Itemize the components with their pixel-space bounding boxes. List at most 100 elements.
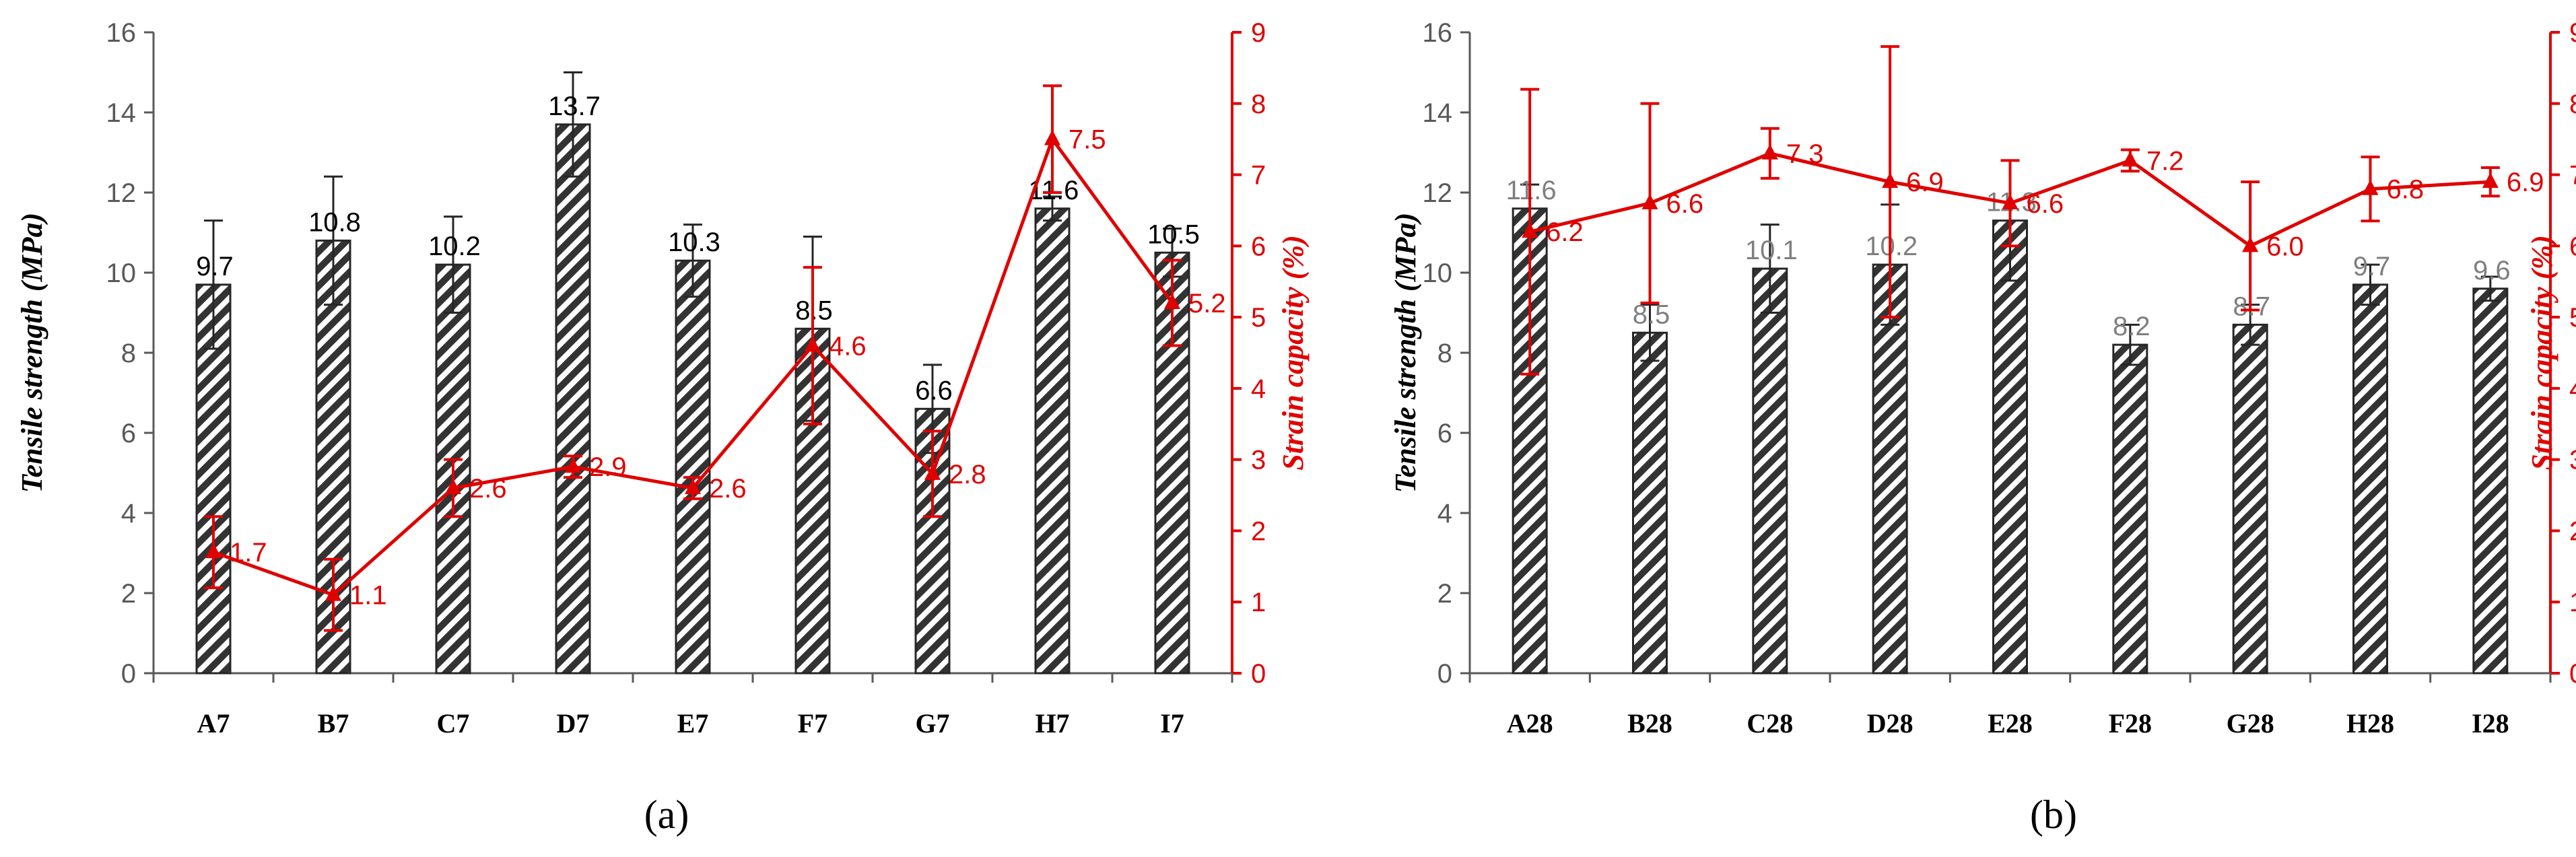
- left-tick-label: 14: [106, 98, 137, 128]
- line-value-label: 4.6: [829, 331, 867, 361]
- panel-label: (a): [644, 792, 689, 837]
- line-value-label: 2.6: [469, 474, 507, 504]
- category-label: E28: [1988, 708, 2033, 739]
- line-value-label: 6.2: [1546, 217, 1584, 247]
- bar-value-label: 10.3: [668, 228, 720, 257]
- category-label: B7: [318, 708, 349, 739]
- category-label: D7: [557, 708, 590, 739]
- right-tick-label: 1: [2569, 588, 2576, 617]
- y2-axis-title: Strain capacity (%): [1277, 235, 1310, 471]
- y2-axis-title-unit: (%): [2526, 235, 2558, 279]
- category-label: H7: [1035, 708, 1069, 739]
- category-label: G7: [915, 708, 949, 739]
- bar-value-label: 8.2: [2113, 312, 2150, 341]
- line-value-label: 7.2: [2146, 146, 2184, 176]
- left-tick-label: 10: [1423, 259, 1453, 288]
- line-marker: [1761, 143, 1778, 160]
- right-tick-label: 0: [1251, 659, 1266, 689]
- bar: [1992, 219, 2028, 675]
- bar-value-label: 8.5: [1633, 300, 1670, 329]
- left-tick-label: 4: [121, 499, 136, 528]
- left-tick-label: 12: [1423, 178, 1453, 208]
- right-tick-label: 1: [1251, 588, 1266, 617]
- line-value-label: 6.9: [2507, 168, 2544, 197]
- right-tick-label: 9: [2569, 18, 2576, 48]
- line-marker: [205, 543, 222, 559]
- category-label: C28: [1747, 708, 1793, 739]
- right-tick-label: 8: [1251, 90, 1266, 119]
- y-axis-title-unit: (MPa): [1389, 213, 1422, 292]
- line-value-label: 5.2: [1188, 289, 1226, 318]
- left-tick-label: 16: [1423, 18, 1453, 48]
- line-marker: [1522, 222, 1538, 238]
- left-tick-label: 8: [121, 339, 136, 368]
- line-value-label: 1.7: [230, 538, 267, 568]
- line-marker: [685, 478, 701, 494]
- line-marker: [2242, 236, 2259, 252]
- bar-value-label: 10.2: [428, 232, 481, 261]
- category-label: C7: [437, 708, 470, 739]
- right-tick-label: 3: [2569, 446, 2576, 475]
- bar: [1752, 267, 1788, 675]
- bar: [2232, 323, 2268, 675]
- bar: [2352, 283, 2388, 675]
- right-tick-label: 0: [2569, 659, 2576, 689]
- line-marker: [805, 336, 821, 352]
- category-label: E7: [677, 708, 709, 739]
- y2-axis-title: Strain capacity (%): [2526, 235, 2558, 471]
- line-value-label: 2.8: [949, 460, 986, 489]
- right-tick-label: 4: [1251, 374, 1266, 404]
- line-value-label: 7.5: [1069, 125, 1106, 155]
- left-tick-label: 10: [106, 259, 137, 288]
- bar-value-label: 10.1: [1745, 236, 1798, 265]
- left-tick-label: 0: [121, 659, 136, 689]
- right-tick-label: 7: [1251, 161, 1266, 191]
- y-axis-title-text: Tensile strength: [1389, 292, 1422, 493]
- category-label: A28: [1507, 708, 1553, 739]
- right-tick-label: 9: [1251, 18, 1266, 48]
- bar: [2472, 287, 2509, 675]
- line-marker: [565, 457, 581, 473]
- left-tick-label: 2: [1437, 579, 1452, 609]
- bar-value-label: 10.5: [1147, 219, 1200, 249]
- y2-axis-title-text: Strain capacity: [2526, 279, 2558, 471]
- line-marker: [325, 585, 341, 601]
- bar: [1034, 207, 1071, 675]
- line-value-label: 6.8: [2387, 175, 2425, 205]
- chart-b: 02468101214160123456789A28B28C28D28E28F2…: [1389, 18, 2576, 837]
- category-label: I28: [2472, 708, 2509, 739]
- line-marker: [1164, 293, 1180, 309]
- panel-label: (b): [2030, 792, 2077, 837]
- line-value-label: 7.3: [1786, 139, 1824, 169]
- line-marker: [2002, 193, 2019, 209]
- line-marker: [445, 478, 461, 494]
- right-tick-label: 2: [2569, 516, 2576, 546]
- category-label: F7: [798, 708, 827, 739]
- y2-axis-title-unit: (%): [1277, 235, 1310, 279]
- bar-value-label: 6.6: [915, 376, 953, 405]
- bar-value-label: 9.7: [2353, 252, 2391, 281]
- line-value-label: 6.6: [2027, 189, 2064, 219]
- bar-value-label: 13.7: [548, 92, 601, 121]
- left-tick-label: 6: [121, 419, 136, 448]
- left-tick-label: 12: [106, 178, 137, 208]
- right-tick-label: 6: [2569, 232, 2576, 261]
- line-value-label: 6.0: [2266, 232, 2304, 261]
- right-tick-label: 6: [1251, 232, 1266, 261]
- category-label: A7: [197, 708, 230, 739]
- right-tick-label: 7: [2569, 161, 2576, 191]
- left-tick-label: 8: [1437, 339, 1452, 368]
- right-tick-label: 4: [2569, 374, 2576, 404]
- bar: [2112, 343, 2148, 675]
- right-tick-label: 5: [2569, 303, 2576, 333]
- category-label: D28: [1867, 708, 1913, 739]
- bar: [1632, 331, 1668, 675]
- line-value-label: 2.6: [709, 474, 747, 504]
- category-label: F28: [2109, 708, 2152, 739]
- y-axis-title-unit: (MPa): [15, 213, 48, 292]
- line-marker: [2362, 179, 2379, 195]
- y-axis-title-text: Tensile strength: [15, 292, 48, 493]
- right-tick-label: 5: [1251, 303, 1266, 333]
- right-tick-label: 8: [2569, 90, 2576, 119]
